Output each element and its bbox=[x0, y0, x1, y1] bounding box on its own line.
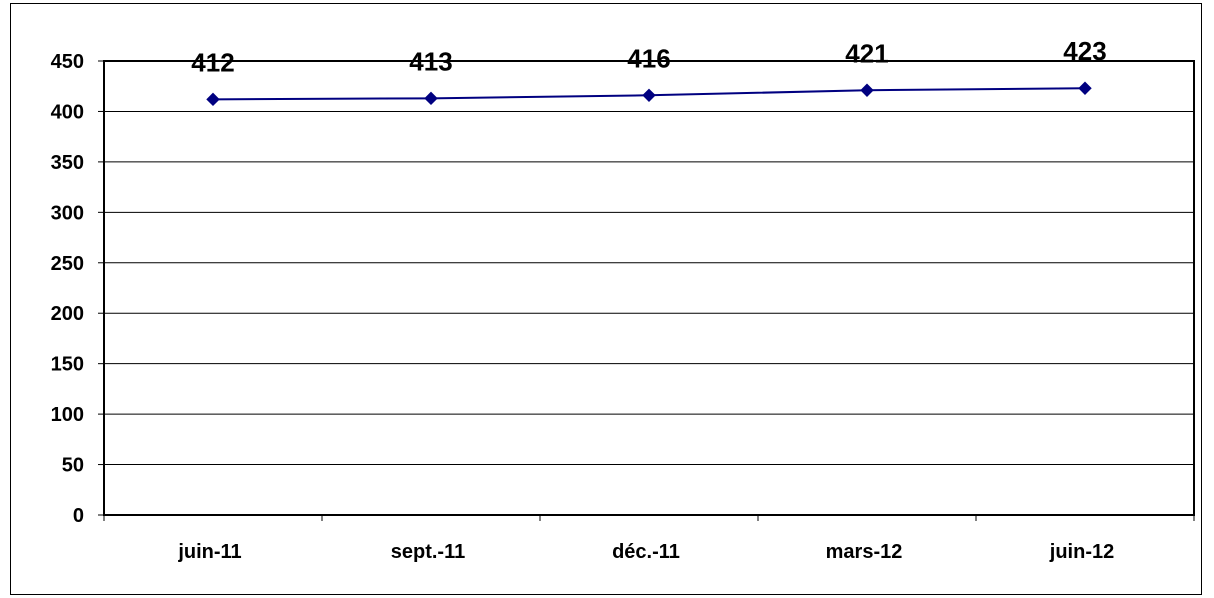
y-tick-label: 200 bbox=[51, 303, 84, 325]
y-tick-label: 0 bbox=[73, 505, 84, 527]
data-point-marker bbox=[1078, 81, 1092, 95]
data-label: 412 bbox=[191, 47, 234, 77]
y-tick-label: 400 bbox=[51, 101, 84, 123]
data-point-marker bbox=[206, 92, 220, 107]
data-label: 421 bbox=[845, 38, 888, 68]
x-tick-label: déc.-11 bbox=[612, 541, 680, 563]
y-tick-label: 250 bbox=[51, 253, 84, 275]
data-point-marker bbox=[424, 91, 438, 106]
y-tick-label: 350 bbox=[51, 152, 84, 174]
axes: 0 50 100 150 200 250 300 350 400 450 juin-11 sept.-… bbox=[51, 51, 1195, 563]
x-tick-label: mars-12 bbox=[826, 541, 903, 563]
y-tick-label: 450 bbox=[51, 51, 84, 73]
data-labels: 412 413 416 421 423 bbox=[191, 36, 1106, 77]
series-layer bbox=[206, 81, 1092, 107]
x-tick-label: sept.-11 bbox=[391, 541, 465, 563]
gridlines bbox=[104, 110, 1194, 466]
y-tick-label: 150 bbox=[51, 354, 84, 376]
data-point-marker bbox=[860, 83, 874, 97]
y-tick-label: 100 bbox=[51, 404, 84, 426]
y-tick-label: 50 bbox=[62, 455, 84, 477]
plot-area bbox=[103, 60, 1195, 516]
x-tick-label: juin-11 bbox=[177, 541, 241, 563]
data-label: 416 bbox=[627, 43, 670, 73]
x-tick-label: juin-12 bbox=[1049, 541, 1114, 563]
data-label: 413 bbox=[409, 46, 452, 76]
data-point-marker bbox=[642, 88, 656, 103]
y-tick-label: 300 bbox=[51, 202, 84, 224]
data-label: 423 bbox=[1063, 36, 1106, 66]
